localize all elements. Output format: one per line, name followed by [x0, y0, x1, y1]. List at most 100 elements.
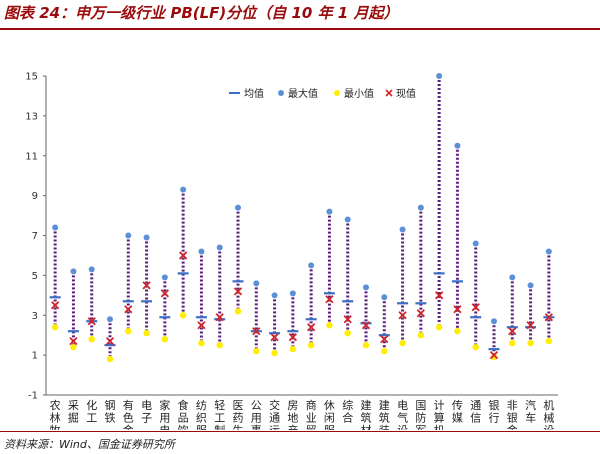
- current-point: [69, 337, 78, 346]
- max-point: [216, 244, 223, 251]
- max-point: [180, 186, 187, 193]
- category-group: [86, 266, 98, 343]
- x-category-label: 电气设备: [397, 399, 408, 430]
- max-point: [143, 234, 150, 241]
- current-point-stroke: [526, 321, 535, 330]
- min-point: [472, 343, 479, 351]
- min-point: [326, 322, 333, 329]
- current-point-stroke: [179, 251, 188, 260]
- min-point: [271, 349, 278, 357]
- x-category-label: 轻工制造: [214, 398, 225, 430]
- max-point: [399, 226, 406, 233]
- current-point: [508, 327, 517, 336]
- current-point-stroke: [215, 313, 224, 322]
- current-point-stroke: [252, 327, 261, 336]
- current-point-stroke: [325, 295, 334, 304]
- max-point: [545, 248, 552, 255]
- current-point-stroke: [435, 291, 444, 300]
- x-category-label: 汽车: [525, 398, 536, 425]
- category-group: [525, 282, 537, 347]
- y-tick-label: 7: [32, 231, 38, 242]
- current-point-stroke: [124, 305, 133, 314]
- min-point: [234, 308, 242, 315]
- category-group: [269, 292, 281, 357]
- min-point: [161, 335, 169, 343]
- y-tick-label: 5: [32, 271, 38, 282]
- current-point: [51, 301, 60, 310]
- x-category-label: 家用电器: [159, 398, 170, 430]
- current-point: [142, 281, 151, 290]
- current-point-stroke: [197, 321, 206, 330]
- max-point: [363, 284, 369, 291]
- max-point: [161, 274, 168, 281]
- x-category-label: 计算机: [434, 399, 445, 430]
- y-tick-label: 1: [32, 351, 38, 362]
- current-point-stroke: [471, 303, 480, 312]
- category-group: [323, 208, 335, 329]
- max-point: [253, 280, 260, 287]
- x-category-label: 建筑装饰: [379, 398, 390, 430]
- current-point: [179, 251, 188, 260]
- max-point: [417, 204, 424, 211]
- legend-max-marker: [278, 90, 284, 96]
- min-point: [143, 329, 150, 337]
- max-point: [344, 216, 351, 223]
- max-point: [271, 292, 278, 299]
- x-category-label: 通信: [470, 399, 481, 425]
- current-point: [105, 337, 115, 346]
- max-point: [198, 248, 205, 255]
- legend-current-marker: [385, 89, 393, 97]
- legend-current-label: 现值: [396, 87, 416, 100]
- current-point: [87, 317, 96, 326]
- current-point-stroke: [142, 281, 151, 290]
- min-point: [435, 324, 443, 331]
- current-point: [124, 305, 133, 314]
- min-point: [399, 339, 406, 347]
- min-point: [253, 347, 260, 355]
- current-point: [343, 315, 352, 324]
- source-divider: [0, 431, 600, 432]
- title-divider: [0, 28, 600, 30]
- current-point-stroke: [380, 335, 389, 344]
- category-group: [506, 274, 518, 347]
- max-point: [289, 290, 296, 297]
- x-category-label: 电子: [141, 399, 152, 425]
- current-point-stroke: [544, 313, 553, 322]
- min-point: [125, 328, 132, 335]
- category-group: [451, 142, 463, 335]
- category-group: [67, 268, 79, 351]
- category-group: [397, 226, 409, 347]
- category-group: [433, 73, 445, 331]
- chart-title: 图表 24：申万一级行业 PB(LF)分位（自 10 年 1 月起）: [4, 4, 399, 22]
- legend: 均值 最大值 最小值 现值: [229, 87, 416, 100]
- y-tick-label: -1: [28, 391, 38, 402]
- y-tick-label: 11: [25, 151, 38, 162]
- x-axis-labels: 农林牧渔采掘化工钢铁有色金属电子家用电器食品饮料纺织服装轻工制造医药生物公用事业…: [50, 398, 555, 430]
- max-point: [107, 316, 113, 323]
- legend-max-label: 最大值: [288, 87, 318, 100]
- current-point: [544, 313, 553, 322]
- max-point: [436, 73, 443, 79]
- x-category-label: 钢铁: [105, 399, 116, 425]
- category-group: [232, 204, 244, 315]
- current-point: [197, 321, 206, 330]
- max-point: [381, 294, 388, 301]
- y-tick-label: 15: [25, 72, 38, 83]
- current-point-stroke: [270, 333, 279, 342]
- category-group: [214, 244, 226, 349]
- min-point: [51, 324, 59, 331]
- category-group: [195, 248, 207, 347]
- min-point: [198, 339, 205, 347]
- x-category-label: 有色金属: [123, 398, 134, 430]
- category-group: [141, 234, 153, 337]
- current-point: [453, 305, 462, 314]
- x-category-label: 房地产: [287, 399, 298, 430]
- legend-min-label: 最小值: [344, 87, 374, 100]
- category-group: [360, 284, 372, 349]
- x-category-label: 医药生物: [233, 399, 244, 430]
- category-group: [470, 240, 482, 351]
- min-point: [70, 343, 77, 351]
- current-point: [160, 289, 169, 298]
- x-category-label: 农林牧渔: [50, 398, 61, 430]
